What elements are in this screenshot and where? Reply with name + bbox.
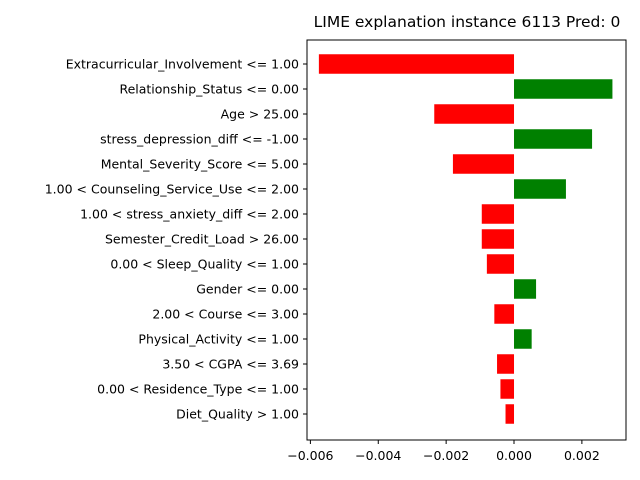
plot-frame <box>306 39 627 441</box>
x-tick-label: 0.000 <box>496 448 532 463</box>
y-tick-label: 0.00 < Residence_Type <= 1.00 <box>97 382 299 397</box>
bar-12 <box>497 354 515 374</box>
y-tick-label: stress_depression_diff <= -1.00 <box>100 132 299 147</box>
x-tick-label: 0.002 <box>564 448 600 463</box>
x-axis: −0.006 −0.004 −0.002 0.000 0.002 <box>287 440 600 463</box>
x-tick-label: −0.006 <box>287 448 333 463</box>
y-tick-label: 1.00 < Counseling_Service_Use <= 2.00 <box>45 182 299 197</box>
bar-10 <box>494 304 515 324</box>
y-tick-label: Relationship_Status <= 0.00 <box>119 82 299 97</box>
bars-group <box>318 54 613 424</box>
y-tick-labels: Extracurricular_Involvement <= 1.00 Relat… <box>45 57 307 422</box>
bar-6 <box>481 204 515 224</box>
y-tick-label: 1.00 < stress_anxiety_diff <= 2.00 <box>80 207 299 222</box>
bar-9 <box>514 279 537 299</box>
y-tick-label: Diet_Quality > 1.00 <box>176 407 299 422</box>
bar-1 <box>514 79 613 99</box>
bar-4 <box>452 154 515 174</box>
y-tick-label: 3.50 < CGPA <= 3.69 <box>162 357 299 372</box>
bar-14 <box>505 404 515 424</box>
x-tick-label: −0.002 <box>423 448 469 463</box>
chart-title: LIME explanation instance 6113 Pred: 0 <box>314 13 621 31</box>
x-tick-label: −0.004 <box>355 448 401 463</box>
bar-11 <box>514 329 532 349</box>
bar-5 <box>514 179 566 199</box>
bar-2 <box>434 104 515 124</box>
bar-13 <box>500 379 515 399</box>
y-tick-label: Age > 25.00 <box>221 107 299 122</box>
y-tick-label: Extracurricular_Involvement <= 1.00 <box>66 57 299 72</box>
y-tick-label: Physical_Activity <= 1.00 <box>138 332 299 347</box>
y-tick-label: 0.00 < Sleep_Quality <= 1.00 <box>110 257 299 272</box>
bar-0 <box>318 54 515 74</box>
bar-3 <box>514 129 593 149</box>
bar-8 <box>486 254 515 274</box>
y-tick-label: Gender <= 0.00 <box>196 282 299 297</box>
y-tick-label: Semester_Credit_Load > 26.00 <box>105 232 299 247</box>
y-tick-label: 2.00 < Course <= 3.00 <box>152 307 299 322</box>
y-tick-label: Mental_Severity_Score <= 5.00 <box>101 157 299 172</box>
bar-7 <box>481 229 515 249</box>
